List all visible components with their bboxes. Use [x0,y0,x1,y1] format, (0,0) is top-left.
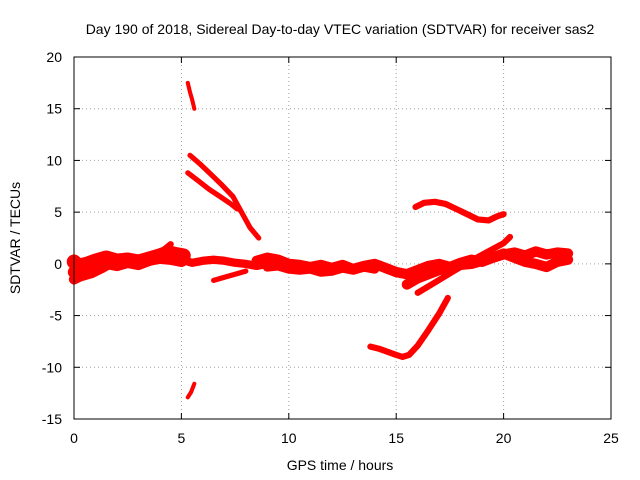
y-tick-label: 10 [46,152,62,168]
y-tick-label: 0 [54,256,62,272]
y-tick-label: -5 [50,308,63,324]
y-tick-label: 15 [46,101,62,117]
data-series [66,80,574,400]
tick-labels: 0 5 10 15 20 25 -15 -10 -5 0 5 10 15 20 [42,49,619,446]
series-spike-high [185,80,197,111]
y-tick-label: 5 [54,204,62,220]
series-rise-4 [154,241,174,262]
series-band-15-23b [401,248,574,290]
series-spike-low [185,381,197,400]
x-tick-label: 15 [388,430,404,446]
y-tick-label: 20 [46,49,62,65]
x-tick-label: 5 [178,430,186,446]
y-axis-label: SDTVAR / TECUs [7,182,23,294]
series-dip-14-17 [367,294,451,360]
series-mid-5-9 [177,255,272,271]
x-tick-label: 0 [70,430,78,446]
x-tick-label: 20 [496,430,512,446]
series-decline-2 [185,170,240,212]
series-decline-1 [187,152,262,241]
series-band-0-5c [68,253,140,285]
series-mid-9-14 [262,261,380,277]
y-tick-label: -15 [42,411,62,427]
x-tick-label: 10 [281,430,297,446]
plot-border [73,56,612,420]
series-rise-16-20 [414,233,514,296]
series-arc-16-20 [412,198,507,224]
x-axis-label: GPS time / hours [287,457,394,473]
series-tail-6-8 [211,268,249,283]
x-tick-label: 25 [603,430,619,446]
y-tick-label: -10 [42,359,62,375]
chart-title: Day 190 of 2018, Sidereal Day-to-day VTE… [86,21,595,37]
